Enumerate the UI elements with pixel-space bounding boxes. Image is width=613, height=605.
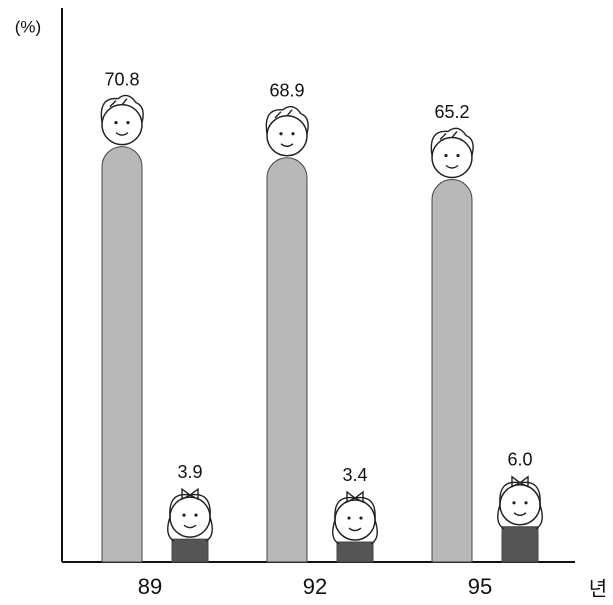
value-label: 3.9 <box>177 462 202 482</box>
girl-figure <box>167 487 213 542</box>
value-label: 65.2 <box>434 102 469 122</box>
bar <box>101 146 143 563</box>
bar <box>171 538 209 563</box>
eye <box>524 501 528 505</box>
boy-figure <box>100 94 144 146</box>
mouth <box>348 527 362 532</box>
hair <box>265 105 309 134</box>
y-axis-label: (%) <box>15 17 41 36</box>
value-label: 70.8 <box>104 69 139 89</box>
head <box>169 496 211 538</box>
eye <box>182 513 186 517</box>
head <box>101 103 143 146</box>
x-tick-label: 92 <box>303 574 327 599</box>
bow <box>181 487 199 501</box>
head <box>499 484 541 526</box>
bow <box>346 490 364 504</box>
head <box>334 499 376 541</box>
bar <box>431 179 473 563</box>
x-tick-label: 95 <box>468 574 492 599</box>
eye <box>126 121 130 125</box>
eye <box>347 516 351 520</box>
eye <box>279 132 283 136</box>
head <box>266 115 308 157</box>
hair <box>167 493 213 542</box>
x-tick-label: 89 <box>138 574 162 599</box>
eye <box>359 516 363 520</box>
head <box>431 136 473 179</box>
mouth <box>445 164 459 169</box>
bar <box>266 157 308 563</box>
boy-figure <box>265 105 309 157</box>
x-axis-label: 년 <box>589 577 607 600</box>
hair <box>332 496 378 545</box>
eye <box>114 121 118 125</box>
boy-figure <box>430 127 474 179</box>
value-label: 6.0 <box>507 450 532 470</box>
eye <box>444 153 448 158</box>
eye <box>194 513 198 517</box>
value-label: 68.9 <box>269 81 304 101</box>
mouth <box>280 143 294 147</box>
girl-figure <box>497 475 543 530</box>
hair <box>100 94 144 123</box>
bar <box>336 541 374 563</box>
girl-figure <box>332 490 378 545</box>
eye <box>291 132 295 136</box>
mouth <box>115 132 129 136</box>
bar <box>501 526 539 563</box>
hair <box>430 127 474 156</box>
mouth <box>183 524 197 529</box>
mouth <box>513 512 527 516</box>
eye <box>512 501 516 505</box>
eye <box>456 153 460 158</box>
bow <box>511 475 529 488</box>
value-label: 3.4 <box>342 465 367 485</box>
hair <box>497 481 543 530</box>
